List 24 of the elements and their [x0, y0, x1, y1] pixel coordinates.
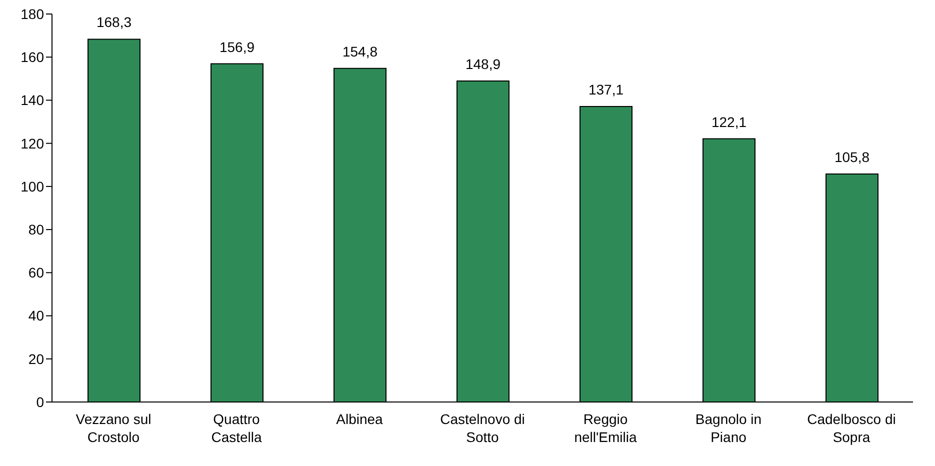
- data-label: 154,8: [342, 43, 378, 60]
- x-tick-label: Quattro Castella: [211, 411, 262, 445]
- y-tick-label: 140: [20, 92, 44, 108]
- data-label: 137,1: [588, 81, 624, 98]
- y-tick-label: 160: [20, 49, 44, 66]
- x-tick-label: Reggio nell'Emilia: [574, 411, 637, 445]
- x-tick-label: Cadelbosco di Sopra: [807, 411, 896, 445]
- data-label: 105,8: [834, 148, 870, 165]
- x-tick-label: Albinea: [336, 411, 384, 427]
- y-tick-label: 60: [28, 264, 44, 281]
- y-tick-label: 20: [28, 350, 44, 367]
- x-tick-label: Vezzano sul Crostolo: [76, 411, 152, 445]
- data-label: 168,3: [96, 14, 132, 30]
- y-tick-label: 0: [36, 394, 44, 410]
- data-label: 148,9: [465, 56, 501, 72]
- y-tick-label: 120: [20, 135, 44, 152]
- data-label: 122,1: [711, 114, 747, 130]
- y-tick-label: 180: [20, 6, 44, 22]
- y-tick-label: 100: [20, 178, 44, 194]
- x-tick-label: Bagnolo in Piano: [695, 411, 762, 445]
- y-tick-label: 80: [28, 222, 44, 238]
- data-label: 156,9: [219, 38, 255, 55]
- x-tick-label: Castelnovo di Sotto: [440, 411, 525, 445]
- y-tick-label: 40: [28, 308, 44, 324]
